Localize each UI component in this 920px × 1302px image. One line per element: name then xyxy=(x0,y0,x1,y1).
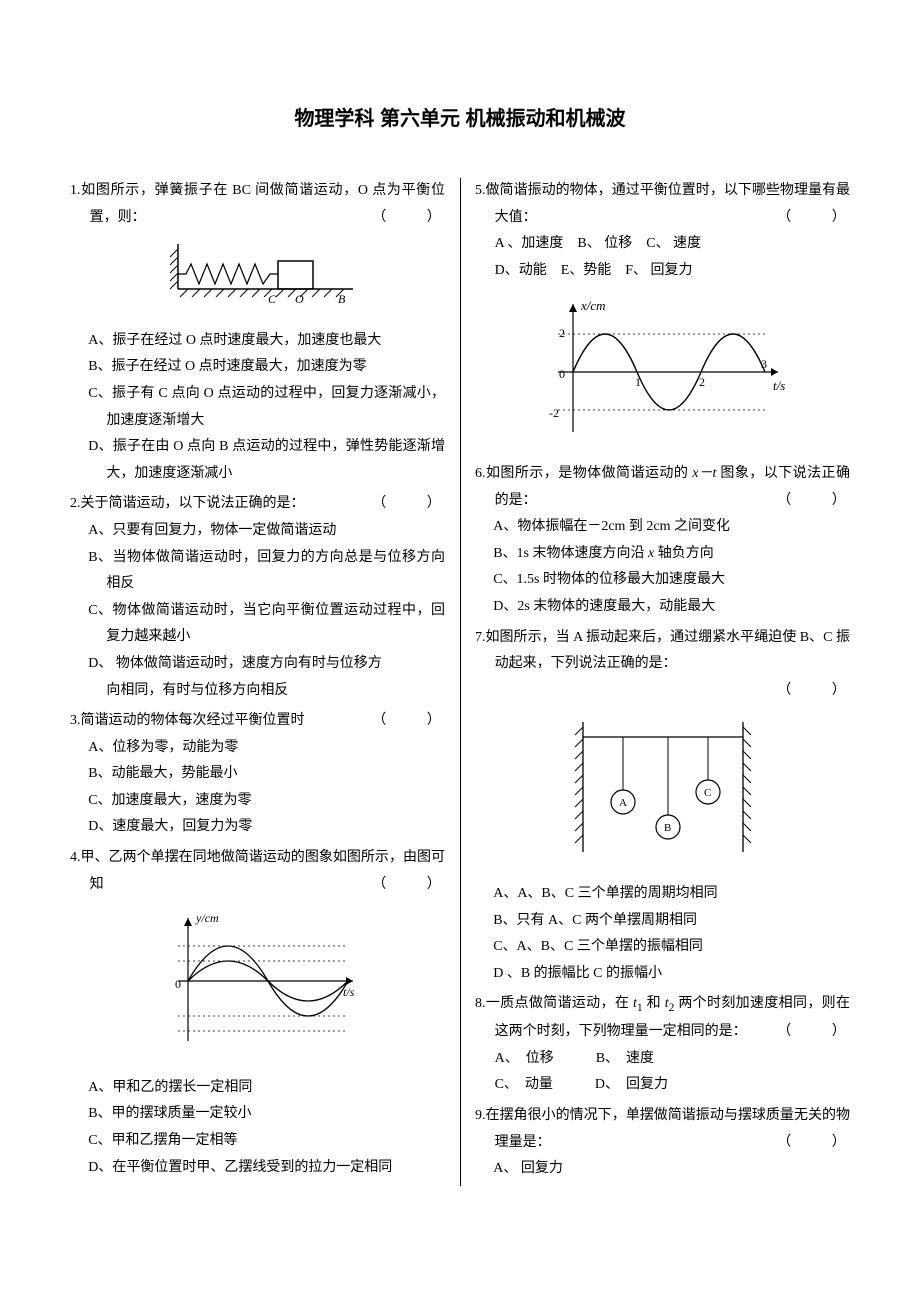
q7-opt-b: B、只有 A、C 两个单摆周期相同 xyxy=(475,908,850,935)
q2-stem: 2.关于简谐运动，以下说法正确的是： xyxy=(70,496,305,511)
q3-opt-a: A、位移为零，动能为零 xyxy=(70,735,445,762)
q2-opt-d: D、 物体做简谐运动时，速度方向有时与位移方 xyxy=(70,651,445,678)
q6-opt-d: D、2s 末物体的速度最大，动能最大 xyxy=(475,594,850,621)
q5-opts-row1: A 、加速度 B、 位移 C、 速度 xyxy=(475,231,850,258)
q9-opt-a: A、 回复力 xyxy=(475,1156,850,1183)
q7-opt-d: D 、B 的振幅比 C 的振幅小 xyxy=(475,961,850,988)
question-2: 2.关于简谐运动，以下说法正确的是： （ ） A、只要有回复力，物体一定做简谐运动… xyxy=(70,491,445,704)
svg-text:2: 2 xyxy=(559,326,565,340)
svg-text:0: 0 xyxy=(175,977,181,991)
svg-text:B: B xyxy=(664,822,671,834)
figure-6: x/cm t/s 2 0 -2 1 2 3 xyxy=(475,292,850,453)
q8-stem: 8.一质点做简谐运动，在 t1 和 t2 两个时刻加速度相同，则在这两个时刻，下… xyxy=(475,991,850,1046)
svg-text:t/s: t/s xyxy=(773,378,785,393)
q8-opts-row1: A、 位移 B、 速度 xyxy=(475,1046,850,1073)
svg-text:x/cm: x/cm xyxy=(580,298,606,313)
svg-text:C: C xyxy=(268,292,277,306)
question-9: 9.在摆角很小的情况下，单摆做简谐振动与摆球质量无关的物理量是：（ ） A、 回… xyxy=(475,1103,850,1183)
q2-paren: （ ） xyxy=(392,491,445,518)
q9-paren: （ ） xyxy=(797,1130,850,1157)
question-3: 3.简谐运动的物体每次经过平衡位置时 （ ） A、位移为零，动能为零 B、动能最大… xyxy=(70,708,445,841)
question-4: 4.甲、乙两个单摆在同地做简谐运动的图象如图所示，由图可知（ ） y/cm t/… xyxy=(70,845,445,1181)
q6-stem: 6.如图所示，是物体做简谐运动的 x－t 图象，以下说法正确的是：（ ） xyxy=(475,461,850,514)
q7-opt-c: C、A、B、C 三个单摆的振幅相同 xyxy=(475,934,850,961)
q2-opt-b: B、当物体做简谐运动时，回复力的方向总是与位移方向相反 xyxy=(70,545,445,598)
figure-1: C O B xyxy=(70,239,445,320)
svg-text:O: O xyxy=(295,292,304,306)
question-7: 7.如图所示，当 A 振动起来后，通过绷紧水平绳迫使 B、C 振动起来，下列说法… xyxy=(475,625,850,988)
q6-paren: （ ） xyxy=(797,488,850,515)
q2-opt-d-cont: 向相同，有时与位移方向相反 xyxy=(70,678,445,705)
q7-stem: 7.如图所示，当 A 振动起来后，通过绷紧水平绳迫使 B、C 振动起来，下列说法… xyxy=(475,630,850,672)
q3-stem: 3.简谐运动的物体每次经过平衡位置时 xyxy=(70,713,305,728)
q3-paren: （ ） xyxy=(392,708,445,735)
question-8: 8.一质点做简谐运动，在 t1 和 t2 两个时刻加速度相同，则在这两个时刻，下… xyxy=(475,991,850,1099)
q4-opt-a: A、甲和乙的摆长一定相同 xyxy=(70,1075,445,1102)
svg-text:2: 2 xyxy=(699,375,705,389)
svg-text:0: 0 xyxy=(559,367,565,381)
q7-paren: （ ） xyxy=(777,678,850,705)
q5-paren: （ ） xyxy=(797,205,850,232)
q3-opt-d: D、速度最大，回复力为零 xyxy=(70,814,445,841)
q4-opt-d: D、在平衡位置时甲、乙摆线受到的拉力一定相同 xyxy=(70,1155,445,1182)
q1-opt-a: A、振子在经过 O 点时速度最大，加速度也最大 xyxy=(70,328,445,355)
q2-opt-a: A、只要有回复力，物体一定做简谐运动 xyxy=(70,518,445,545)
figure-4: y/cm t/s 0 xyxy=(70,906,445,1067)
q4-paren: （ ） xyxy=(392,872,445,899)
q3-opt-c: C、加速度最大，速度为零 xyxy=(70,788,445,815)
q5-opts-row2: D、动能 E、势能 F、 回复力 xyxy=(475,258,850,285)
q1-opt-c: C、振子有 C 点向 O 点运动的过程中，回复力逐渐减小，加速度逐渐增大 xyxy=(70,381,445,434)
content-columns: 1.如图所示，弹簧振子在 BC 间做简谐运动，O 点为平衡位置，则：（ ） xyxy=(70,178,850,1186)
svg-text:A: A xyxy=(619,797,627,809)
q1-opt-d: D、振子在由 O 点向 B 点运动的过程中，弹性势能逐渐增大，加速度逐渐减小 xyxy=(70,434,445,487)
svg-text:C: C xyxy=(704,787,711,799)
page-title: 物理学科 第六单元 机械振动和机械波 xyxy=(70,100,850,138)
q3-opt-b: B、动能最大，势能最小 xyxy=(70,761,445,788)
q2-opt-c: C、物体做简谐运动时，当它向平衡位置运动过程中，回复力越来越小 xyxy=(70,598,445,651)
q1-opt-b: B、振子在经过 O 点时速度最大，加速度为零 xyxy=(70,354,445,381)
q6-opt-c: C、1.5s 时物体的位移最大加速度最大 xyxy=(475,567,850,594)
q7-opt-a: A、A、B、C 三个单摆的周期均相同 xyxy=(475,881,850,908)
question-1: 1.如图所示，弹簧振子在 BC 间做简谐运动，O 点为平衡位置，则：（ ） xyxy=(70,178,445,487)
q4-opt-b: B、甲的摆球质量一定较小 xyxy=(70,1101,445,1128)
q4-opt-c: C、甲和乙摆角一定相等 xyxy=(70,1128,445,1155)
svg-text:-2: -2 xyxy=(549,406,559,420)
q6-opt-a: A、物体振幅在－2cm 到 2cm 之间变化 xyxy=(475,514,850,541)
q1-paren: （ ） xyxy=(392,205,445,232)
svg-text:y/cm: y/cm xyxy=(195,911,219,925)
question-5: 5.做简谐振动的物体，通过平衡位置时，以下哪些物理量有最大值：（ ） A 、加速… xyxy=(475,178,850,453)
svg-text:B: B xyxy=(338,292,346,306)
question-6: 6.如图所示，是物体做简谐运动的 x－t 图象，以下说法正确的是：（ ） A、物… xyxy=(475,461,850,621)
svg-text:1: 1 xyxy=(635,375,641,389)
q8-opts-row2: C、 动量 D、 回复力 xyxy=(475,1072,850,1099)
q8-paren: （ ） xyxy=(797,1019,850,1046)
figure-7: A B C xyxy=(475,712,850,873)
q6-opt-b: B、1s 末物体速度方向沿 x 轴负方向 xyxy=(475,541,850,568)
